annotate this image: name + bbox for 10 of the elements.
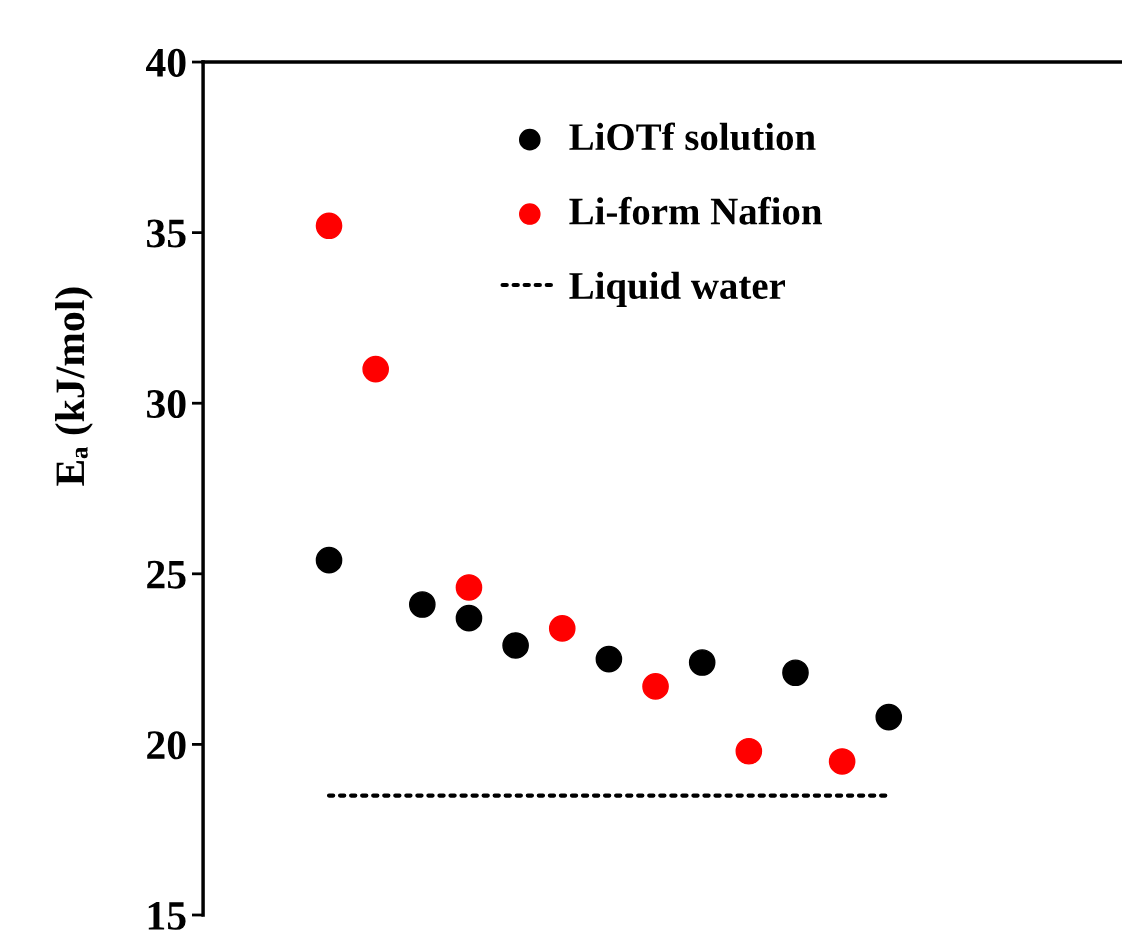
legend-label: LiOTf solution	[569, 122, 816, 151]
legend-label: Li-form Nafion	[569, 196, 822, 225]
y-axis-title: Eₐ (kJ/mol)	[55, 287, 93, 486]
y-tick-label: 15	[148, 901, 186, 930]
y-tick-label: 30	[147, 389, 186, 419]
legend-label: Liquid water	[569, 271, 786, 307]
y-tick-label: 20	[147, 731, 186, 760]
y-tick-label: 35	[147, 219, 186, 248]
y-tick-label: 25	[147, 560, 186, 589]
y-tick-label: 40	[146, 48, 186, 77]
